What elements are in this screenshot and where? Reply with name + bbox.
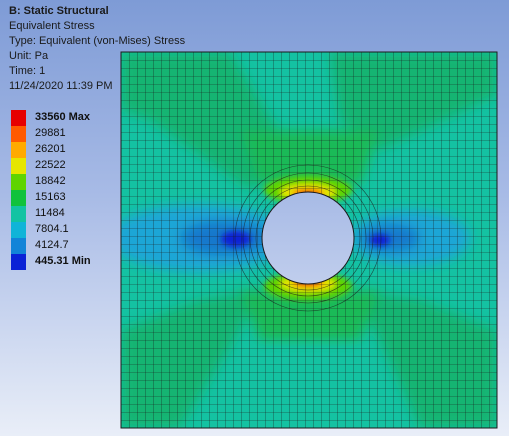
- legend-row: 15163: [9, 190, 129, 206]
- legend-label: 445.31 Min: [35, 255, 91, 267]
- legend-label: 26201: [35, 143, 66, 155]
- legend-label: 15163: [35, 191, 66, 203]
- result-type: Type: Equivalent (von-Mises) Stress: [9, 35, 186, 47]
- plate-outline: [120, 51, 498, 429]
- legend-label: 29881: [35, 127, 66, 139]
- legend-swatch: [11, 142, 26, 158]
- legend-row: 11484: [9, 206, 129, 222]
- legend-label: 4124.7: [35, 239, 69, 251]
- legend-row: 26201: [9, 142, 129, 158]
- result-timestamp: 11/24/2020 11:39 PM: [9, 80, 113, 92]
- legend-row-min: 445.31 Min: [9, 254, 129, 270]
- legend-row: 18842: [9, 174, 129, 190]
- legend-label: 11484: [35, 207, 65, 219]
- legend-swatch: [11, 174, 26, 190]
- result-time: Time: 1: [9, 65, 46, 77]
- legend-label: 33560 Max: [35, 111, 91, 123]
- plate-model: [121, 52, 497, 428]
- legend-swatch: [11, 158, 26, 174]
- legend-label: 22522: [35, 159, 66, 171]
- legend-swatch: [11, 254, 26, 270]
- legend-row: 7804.1: [9, 222, 129, 238]
- legend-swatch: [11, 190, 26, 206]
- legend-swatch: [11, 126, 26, 142]
- hole-refined-mesh: [234, 164, 382, 312]
- result-name: Equivalent Stress: [9, 20, 95, 32]
- analysis-title: B: Static Structural: [9, 5, 109, 17]
- legend-row-max: 33560 Max: [9, 110, 129, 126]
- legend-swatch: [11, 222, 26, 238]
- legend-label: 7804.1: [35, 223, 69, 235]
- finite-element-mesh: [121, 52, 497, 428]
- legend-row: 4124.7: [9, 238, 129, 254]
- result-unit: Unit: Pa: [9, 50, 49, 62]
- legend-swatch: [11, 206, 26, 222]
- legend-swatch: [11, 238, 26, 254]
- legend-swatch: [11, 110, 26, 126]
- legend-row: 22522: [9, 158, 129, 174]
- result-header: B: Static Structural Equivalent Stress T…: [9, 4, 185, 94]
- legend-row: 29881: [9, 126, 129, 142]
- legend-label: 18842: [35, 175, 66, 187]
- hole-edge: [261, 191, 355, 285]
